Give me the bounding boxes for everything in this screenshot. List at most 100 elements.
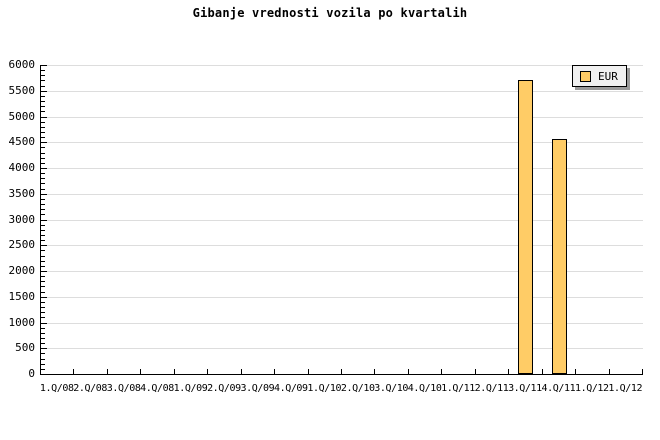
y-minor-tick <box>41 260 45 262</box>
y-major-tick <box>41 322 47 324</box>
x-tick-label: 3.Q/08 <box>106 383 141 394</box>
y-minor-tick <box>41 317 45 319</box>
x-major-tick <box>374 369 376 374</box>
x-major-tick <box>73 369 75 374</box>
y-minor-tick <box>41 250 45 252</box>
x-major-tick <box>240 369 242 374</box>
y-tick-label: 5500 <box>8 83 36 97</box>
y-minor-tick <box>41 85 45 87</box>
x-tick-label: 1.Q/12 <box>574 383 609 394</box>
x-tick-label: 1.Q/08 <box>39 383 74 394</box>
x-tick-label: 4.Q/08 <box>140 383 174 394</box>
y-minor-tick <box>41 363 45 365</box>
y-gridline <box>41 245 643 247</box>
y-major-tick <box>41 142 47 144</box>
y-tick-label: 1500 <box>8 289 36 303</box>
y-tick-label: 4000 <box>8 161 36 174</box>
y-major-tick <box>41 65 47 66</box>
y-gridline <box>41 65 643 66</box>
y-minor-tick <box>41 332 45 334</box>
x-tick-label: 1.Q/10 <box>307 383 342 394</box>
y-gridline <box>41 142 643 144</box>
y-minor-tick <box>41 131 45 133</box>
x-major-tick <box>341 369 342 374</box>
y-minor-tick <box>41 353 45 355</box>
y-minor-tick <box>41 152 45 154</box>
x-major-tick <box>541 369 543 374</box>
x-major-tick <box>207 369 209 374</box>
y-minor-tick <box>41 178 45 180</box>
y-major-tick <box>41 168 47 169</box>
y-minor-tick <box>41 209 45 211</box>
bar-4.Q/11 <box>551 139 567 374</box>
y-tick-label: 5000 <box>8 109 36 123</box>
y-major-tick <box>41 193 47 195</box>
x-major-tick <box>575 369 577 374</box>
y-gridline <box>41 90 643 92</box>
y-minor-tick <box>41 198 45 200</box>
y-major-tick <box>41 296 47 298</box>
y-minor-tick <box>41 312 45 314</box>
y-minor-tick <box>41 265 45 267</box>
x-major-tick <box>508 369 510 374</box>
x-tick-label: 2.Q/09 <box>207 383 241 394</box>
y-gridline <box>41 116 643 118</box>
y-gridline <box>41 348 643 350</box>
x-tick-label: 3.Q/09 <box>240 383 275 394</box>
x-major-tick <box>106 369 108 374</box>
y-minor-tick <box>41 337 45 339</box>
x-major-tick <box>474 369 476 374</box>
y-minor-tick <box>41 240 45 242</box>
plot-area <box>40 65 643 375</box>
y-tick-label: 3500 <box>8 186 36 200</box>
y-gridline <box>41 296 643 298</box>
y-minor-tick <box>41 229 45 231</box>
y-minor-tick <box>41 183 45 185</box>
y-major-tick <box>41 245 47 247</box>
y-tick-label: 6000 <box>8 58 36 71</box>
y-minor-tick <box>41 188 45 190</box>
y-minor-tick <box>41 327 45 329</box>
y-minor-tick <box>41 234 45 236</box>
y-tick-label: 2500 <box>8 238 36 252</box>
x-major-tick <box>441 369 443 374</box>
y-minor-tick <box>41 147 45 149</box>
y-minor-tick <box>41 286 45 288</box>
y-minor-tick <box>41 291 45 293</box>
y-minor-tick <box>41 126 45 128</box>
y-gridline <box>41 271 643 272</box>
y-minor-tick <box>41 70 45 72</box>
y-major-tick <box>41 271 47 272</box>
y-major-tick <box>41 348 47 350</box>
y-tick-label: 3000 <box>8 212 36 226</box>
y-minor-tick <box>41 358 45 360</box>
y-major-tick <box>41 116 47 118</box>
y-major-tick <box>41 90 47 92</box>
x-tick-label: 1.Q/12 <box>608 383 643 394</box>
y-minor-tick <box>41 276 45 278</box>
x-tick-label: 2.Q/08 <box>73 383 108 394</box>
y-minor-tick <box>41 106 45 108</box>
x-major-tick <box>307 369 309 374</box>
y-minor-tick <box>41 301 45 303</box>
y-minor-tick <box>41 162 45 164</box>
y-gridline <box>41 193 643 195</box>
y-minor-tick <box>41 173 45 175</box>
y-minor-tick <box>41 101 45 103</box>
y-minor-tick <box>41 307 45 309</box>
y-tick-label: 500 <box>15 341 35 355</box>
y-tick-label: 2000 <box>8 264 36 277</box>
x-tick-label: 4.Q/10 <box>407 383 442 394</box>
y-minor-tick <box>41 121 45 123</box>
x-tick-label: 4.Q/11 <box>541 383 576 394</box>
x-major-tick <box>407 369 409 374</box>
bar-3.Q/11 <box>518 80 534 374</box>
y-minor-tick <box>41 80 45 82</box>
y-minor-tick <box>41 75 45 77</box>
legend-label: EUR <box>598 69 618 83</box>
y-minor-tick <box>41 368 45 370</box>
x-major-tick <box>274 369 276 374</box>
x-major-tick <box>608 369 610 374</box>
y-gridline <box>41 322 643 324</box>
